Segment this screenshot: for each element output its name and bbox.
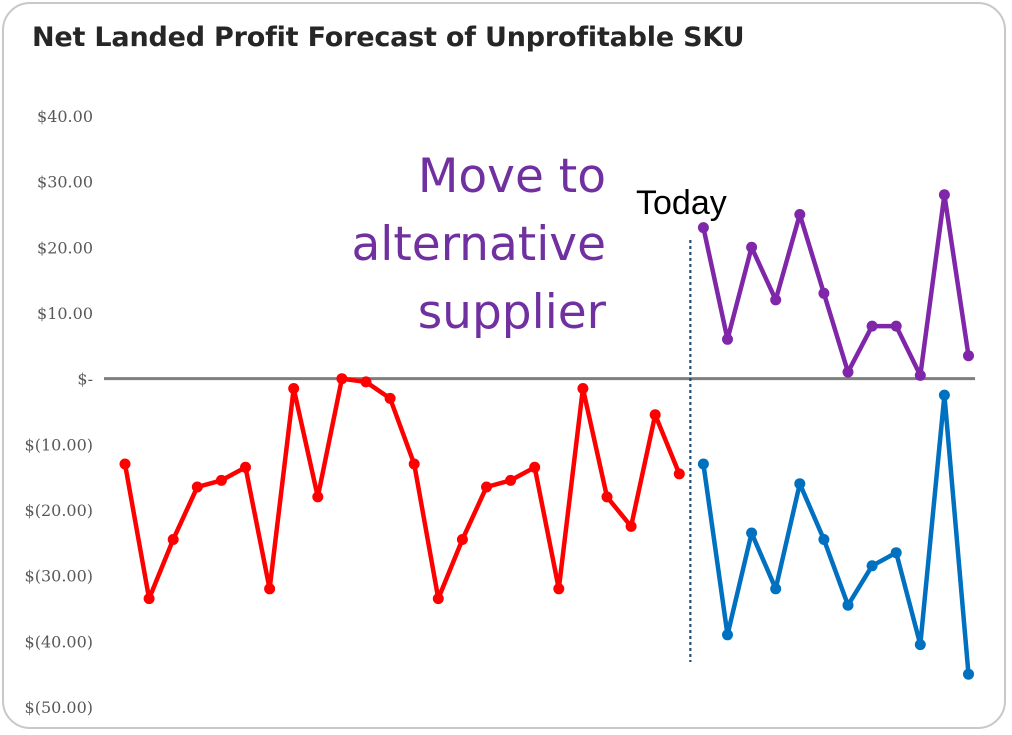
data-point: [938, 189, 950, 201]
data-point: [577, 383, 589, 394]
data-point: [481, 481, 492, 493]
data-point: [360, 376, 372, 388]
annotation-today: Today: [636, 184, 727, 222]
data-point: [167, 534, 179, 545]
data-point: [264, 583, 276, 595]
chart-title: Net Landed Profit Forecast of Unprofitab…: [32, 22, 745, 53]
y-tick-label: $(20.00): [25, 501, 93, 520]
data-point: [649, 409, 661, 421]
y-tick-label: $20.00: [37, 238, 93, 257]
series-line: [701, 392, 971, 675]
data-point: [143, 593, 155, 605]
y-tick-label: $(50.00): [25, 698, 93, 717]
data-point: [456, 534, 468, 545]
data-point: [119, 458, 131, 470]
data-point: [963, 350, 974, 362]
data-point: [842, 599, 854, 611]
data-point: [866, 320, 878, 332]
data-point: [794, 209, 806, 220]
series-line: [122, 376, 682, 601]
series-2: [697, 389, 974, 680]
y-tick-label: $40.00: [37, 107, 93, 126]
y-tick-label: $10.00: [37, 304, 93, 323]
y-axis: $40.00 $30.00 $20.00 $10.00 $- $(10.00) $(20.0…: [25, 107, 93, 717]
data-point: [770, 583, 782, 595]
data-point: [963, 668, 974, 680]
y-tick-label: $-: [77, 370, 93, 389]
series-0: [119, 373, 685, 605]
data-point: [601, 491, 613, 503]
data-point: [673, 468, 685, 480]
data-point: [697, 458, 709, 470]
data-point: [818, 534, 830, 545]
data-point: [890, 547, 902, 559]
data-point: [842, 366, 854, 378]
data-point: [529, 461, 541, 473]
data-point: [722, 629, 733, 641]
data-point: [288, 383, 300, 394]
annotation-move-line2: alternative: [351, 217, 606, 272]
annotation-move-line1: Move to: [418, 149, 606, 204]
data-point: [746, 241, 758, 253]
data-point: [866, 560, 878, 572]
data-point: [794, 478, 806, 490]
series-1: [697, 189, 974, 381]
data-point: [625, 520, 637, 532]
data-point: [890, 320, 902, 332]
data-point: [215, 474, 227, 486]
data-point: [191, 481, 203, 493]
series-line: [701, 192, 971, 378]
data-point: [505, 474, 517, 486]
data-point: [408, 458, 420, 470]
data-point: [818, 287, 830, 299]
y-tick-label: $(40.00): [25, 632, 93, 651]
data-point: [914, 369, 926, 381]
data-point: [384, 392, 396, 404]
data-point: [914, 639, 926, 651]
data-point: [240, 461, 251, 473]
annotation-move-line3: supplier: [418, 285, 607, 340]
data-point: [697, 222, 709, 234]
data-point: [336, 373, 348, 385]
data-point: [938, 389, 950, 401]
series-layer: [119, 189, 974, 680]
data-point: [432, 593, 444, 605]
y-tick-label: $(30.00): [25, 567, 93, 586]
data-point: [553, 583, 565, 595]
data-point: [722, 333, 733, 345]
data-point: [312, 491, 324, 503]
y-tick-label: $(10.00): [25, 435, 93, 454]
data-point: [770, 294, 782, 306]
y-tick-label: $30.00: [37, 173, 93, 192]
data-point: [746, 527, 758, 539]
